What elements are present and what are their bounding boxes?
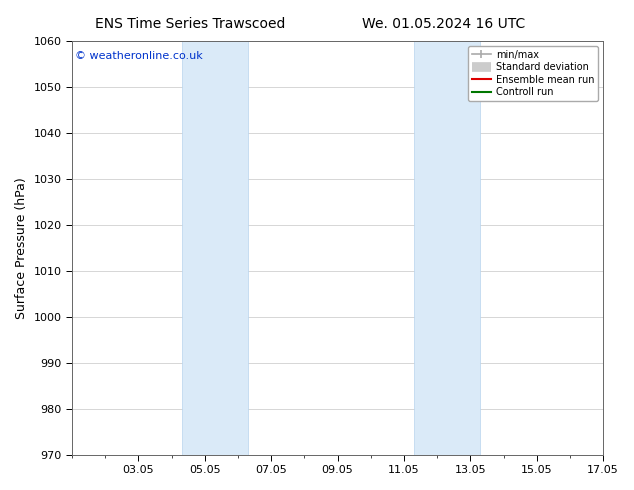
- Text: We. 01.05.2024 16 UTC: We. 01.05.2024 16 UTC: [362, 17, 526, 31]
- Y-axis label: Surface Pressure (hPa): Surface Pressure (hPa): [15, 177, 28, 318]
- Text: ENS Time Series Trawscoed: ENS Time Series Trawscoed: [95, 17, 285, 31]
- Bar: [181, 41, 248, 455]
- Bar: [414, 41, 481, 455]
- Legend: min/max, Standard deviation, Ensemble mean run, Controll run: min/max, Standard deviation, Ensemble me…: [468, 46, 598, 101]
- Text: © weatheronline.co.uk: © weatheronline.co.uk: [75, 51, 202, 61]
